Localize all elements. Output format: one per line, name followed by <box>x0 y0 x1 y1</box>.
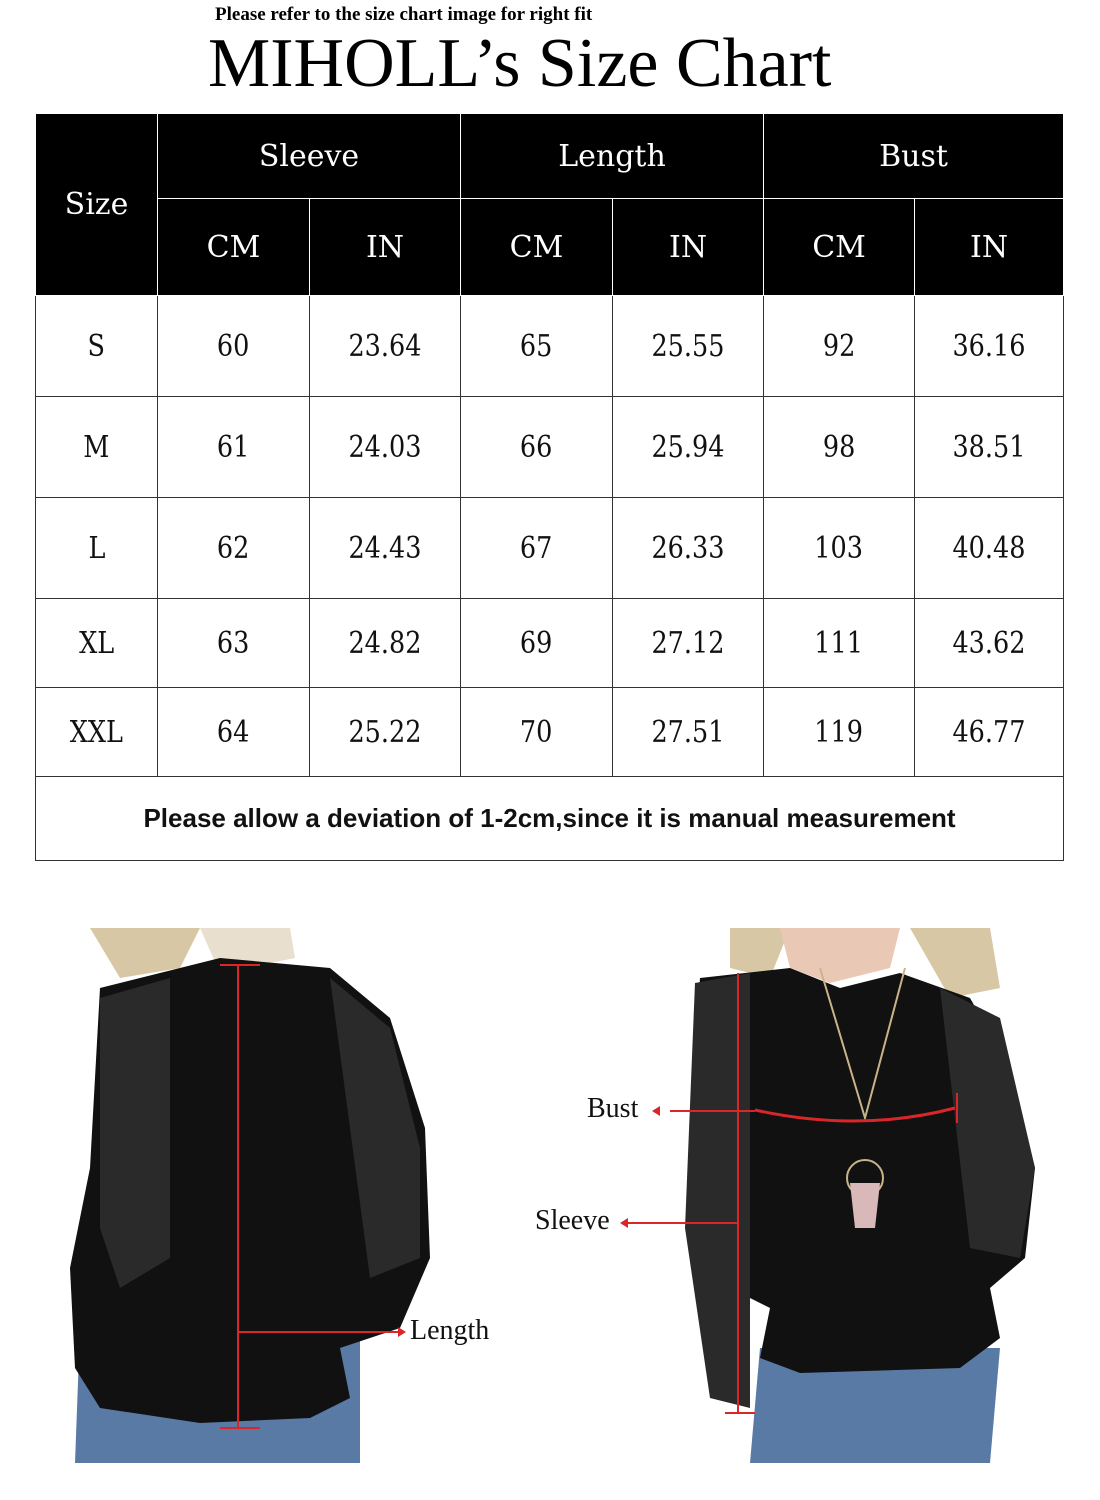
cell-text: 36.16 <box>952 328 1026 364</box>
unit-header: CM <box>157 198 310 296</box>
cell-text: 66 <box>520 429 553 465</box>
cell-text: 24.03 <box>348 429 422 465</box>
cell-text: 23.64 <box>348 328 422 364</box>
cell-text: 27.12 <box>651 625 725 661</box>
group-header-sleeve: Sleeve <box>156 113 462 199</box>
cell-text: 98 <box>822 429 856 465</box>
cell-text: S <box>87 328 106 364</box>
measurement-cell: 26.33 <box>612 497 765 599</box>
measurement-cell: 24.03 <box>308 396 462 498</box>
page-title: MIHOLL’s Size Chart <box>208 25 832 102</box>
measurement-cell: 61 <box>157 396 310 498</box>
table-row: XXL 64 25.22 70 27.51 119 46.77 <box>35 687 1065 777</box>
unit-header: IN <box>914 198 1065 296</box>
bust-label: Bust <box>587 1093 639 1124</box>
cell-text: XXL <box>69 714 124 750</box>
size-cell: XL <box>35 598 158 688</box>
size-header: Size <box>35 113 158 296</box>
measurement-cell: 92 <box>763 295 916 397</box>
cell-text: 69 <box>520 625 553 661</box>
measurement-cell: 36.16 <box>914 295 1065 397</box>
cell-text: 63 <box>217 625 250 661</box>
size-cell: L <box>35 497 158 599</box>
cell-text: 62 <box>217 530 250 566</box>
measurement-cell: 25.94 <box>612 396 765 498</box>
fit-note: Please refer to the size chart image for… <box>215 4 593 25</box>
measurement-cell: 46.77 <box>914 687 1065 777</box>
group-header-bust: Bust <box>763 113 1065 199</box>
measurement-cell: 38.51 <box>914 396 1065 498</box>
measurement-cell: 103 <box>763 497 916 599</box>
cell-text: 67 <box>520 530 553 566</box>
table-row: S 60 23.64 65 25.55 92 36.16 <box>35 295 1065 397</box>
measurement-cell: 25.55 <box>612 295 765 397</box>
measurement-cell: 64 <box>157 687 310 777</box>
measurement-cell: 40.48 <box>914 497 1065 599</box>
cell-text: L <box>88 530 105 566</box>
size-chart-table: Size Sleeve Length Bust CM IN CM IN CM I… <box>34 113 1065 861</box>
measurement-cell: 24.43 <box>308 497 462 599</box>
cell-text: 27.51 <box>651 714 725 750</box>
measurement-cell: 67 <box>460 497 614 599</box>
cell-text: 25.22 <box>348 714 422 750</box>
measurement-cell: 63 <box>157 598 310 688</box>
measurement-cell: 69 <box>460 598 614 688</box>
size-cell: M <box>35 396 158 498</box>
sleeve-label: Sleeve <box>535 1205 610 1236</box>
bust-measure-line <box>754 1106 956 1123</box>
cell-text: 38.51 <box>952 429 1026 465</box>
cell-text: 119 <box>814 714 864 750</box>
measurement-cell: 98 <box>763 396 916 498</box>
unit-header: CM <box>763 198 916 296</box>
measurement-cell: 62 <box>157 497 310 599</box>
cell-text: 64 <box>217 714 250 750</box>
measurement-cell: 66 <box>460 396 614 498</box>
measurement-cell: 70 <box>460 687 614 777</box>
measurement-cell: 27.12 <box>612 598 765 688</box>
unit-header: IN <box>308 198 462 296</box>
table-row: XL 63 24.82 69 27.12 111 43.62 <box>35 598 1065 688</box>
measurement-cell: 23.64 <box>308 295 462 397</box>
deviation-note: Please allow a deviation of 1-2cm,since … <box>34 776 1065 861</box>
pointer-arrows <box>620 1106 670 1228</box>
cell-text: 43.62 <box>952 625 1026 661</box>
cell-text: 111 <box>814 625 864 661</box>
cell-text: 40.48 <box>952 530 1026 566</box>
measurement-cell: 60 <box>157 295 310 397</box>
size-cell: XXL <box>35 687 158 777</box>
cell-text: 46.77 <box>952 714 1026 750</box>
cell-text: XL <box>78 625 115 661</box>
cell-text: 25.55 <box>651 328 725 364</box>
measurement-cell: 25.22 <box>308 687 462 777</box>
measurement-cell: 65 <box>460 295 614 397</box>
unit-header: IN <box>612 198 765 296</box>
cell-text: 61 <box>217 429 250 465</box>
size-cell: S <box>35 295 158 397</box>
measurement-cell: 24.82 <box>308 598 462 688</box>
cell-text: 103 <box>814 530 864 566</box>
measurement-cell: 119 <box>763 687 916 777</box>
table-row: L 62 24.43 67 26.33 103 40.48 <box>35 497 1065 599</box>
measurement-cell: 27.51 <box>612 687 765 777</box>
cell-text: 70 <box>520 714 553 750</box>
group-header-length: Length <box>460 113 765 199</box>
back-view-photo <box>60 928 440 1468</box>
cell-text: 24.82 <box>348 625 422 661</box>
cell-text: 26.33 <box>651 530 725 566</box>
cell-text: 92 <box>822 328 856 364</box>
cell-text: 25.94 <box>651 429 725 465</box>
measurement-cell: 43.62 <box>914 598 1065 688</box>
table-row: M 61 24.03 66 25.94 98 38.51 <box>35 396 1065 498</box>
cell-text: 60 <box>217 328 250 364</box>
unit-header: CM <box>460 198 614 296</box>
cell-text: 65 <box>520 328 553 364</box>
measurement-cell: 111 <box>763 598 916 688</box>
front-view-photo <box>670 928 1035 1463</box>
cell-text: M <box>83 429 110 465</box>
cell-text: 24.43 <box>348 530 422 566</box>
length-label: Length <box>410 1315 490 1346</box>
